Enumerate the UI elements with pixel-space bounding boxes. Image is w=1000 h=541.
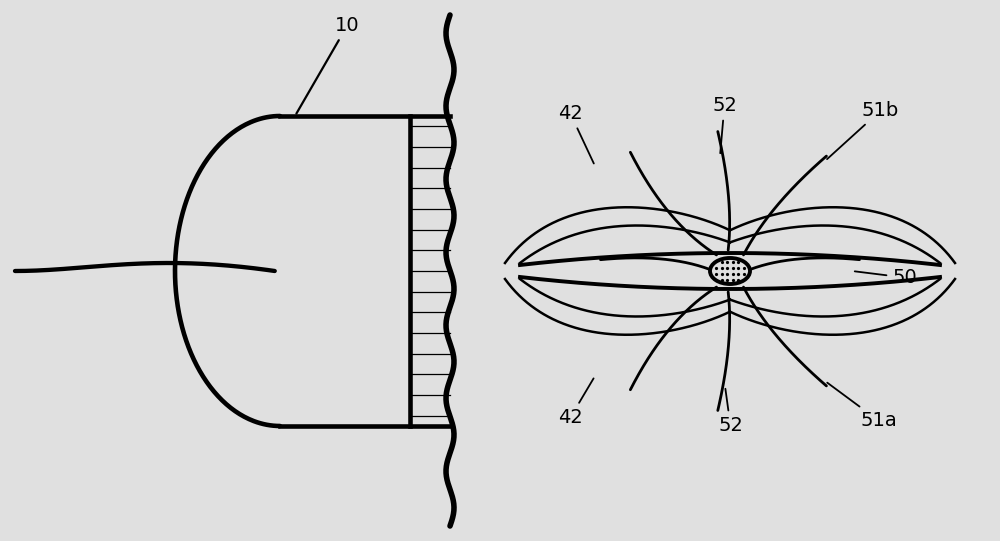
Text: 52: 52 xyxy=(712,96,737,153)
Text: 50: 50 xyxy=(855,268,917,287)
Text: 10: 10 xyxy=(296,16,360,114)
Text: 51a: 51a xyxy=(827,382,897,430)
Text: 42: 42 xyxy=(558,104,594,163)
Text: 52: 52 xyxy=(718,389,743,435)
Text: 42: 42 xyxy=(558,378,594,427)
Text: 51b: 51b xyxy=(827,101,899,159)
